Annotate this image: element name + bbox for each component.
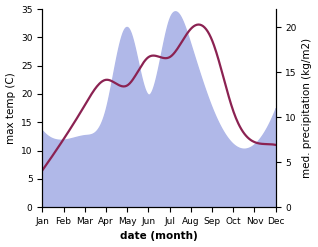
X-axis label: date (month): date (month) [120, 231, 198, 242]
Y-axis label: med. precipitation (kg/m2): med. precipitation (kg/m2) [302, 38, 313, 178]
Y-axis label: max temp (C): max temp (C) [5, 72, 16, 144]
